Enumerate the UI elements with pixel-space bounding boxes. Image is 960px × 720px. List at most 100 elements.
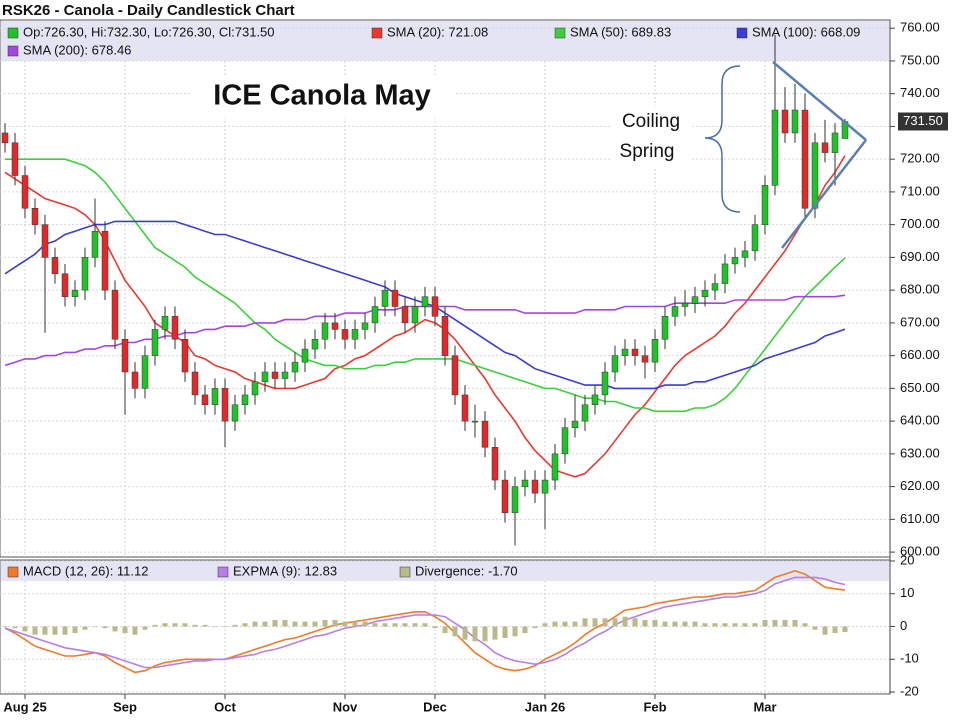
candle-body	[631, 348, 639, 356]
candle-body	[811, 142, 819, 209]
histogram-bar	[312, 621, 318, 627]
annotation-box	[610, 106, 692, 168]
candle-body	[291, 361, 299, 373]
y-tick-label: 680.00	[900, 282, 940, 297]
annotation: ICE Canola May	[213, 80, 431, 112]
histogram-bar	[62, 626, 68, 635]
legend-swatch	[371, 27, 383, 39]
histogram-bar	[142, 626, 148, 630]
histogram-bar	[42, 626, 48, 635]
histogram-bar	[772, 619, 778, 627]
histogram-bar	[302, 621, 308, 627]
histogram-bar	[272, 619, 278, 627]
candle-body	[161, 316, 169, 330]
candle-body	[391, 289, 399, 307]
candle-body	[111, 289, 119, 340]
candle-body	[21, 175, 29, 209]
last-price-label: 731.50	[903, 113, 943, 128]
histogram-bar	[762, 619, 768, 627]
candle-body	[71, 289, 79, 297]
histogram-bar	[452, 626, 458, 637]
candle-body	[1, 132, 9, 144]
y-tick-label: 750.00	[900, 52, 940, 67]
histogram-bar	[532, 626, 538, 629]
candle-body	[581, 404, 589, 422]
candle-body	[781, 109, 789, 134]
candle-body	[661, 316, 669, 340]
histogram-bar	[102, 626, 108, 629]
legend-swatch	[217, 566, 229, 578]
legend-label: SMA (200): 678.46	[23, 42, 131, 57]
x-tick-label: Aug 25	[3, 699, 46, 714]
histogram-bar	[122, 626, 128, 634]
histogram-bar	[712, 623, 718, 627]
candle-body	[321, 322, 329, 340]
candle-body	[211, 388, 219, 405]
candle-body	[621, 348, 629, 356]
candle-body	[451, 355, 459, 396]
candle-body	[341, 329, 349, 340]
y-tick-label: 670.00	[900, 314, 940, 329]
series-line	[5, 158, 846, 413]
histogram-bar	[572, 621, 578, 627]
histogram-bar	[342, 621, 348, 627]
histogram-bar	[2, 626, 8, 628]
y-tick-label: 600.00	[900, 544, 940, 559]
candle-body	[81, 257, 89, 291]
candle-body	[181, 339, 189, 373]
histogram-bar	[442, 626, 448, 634]
triangle-line	[772, 61, 867, 141]
histogram-bar	[202, 624, 208, 627]
histogram-bar	[632, 618, 638, 627]
candle-body	[241, 394, 249, 405]
histogram-bar	[262, 621, 268, 627]
candle-body	[791, 109, 799, 134]
histogram-bar	[842, 626, 848, 633]
last-price-tag	[898, 112, 948, 131]
histogram-bar	[472, 626, 478, 642]
y-tick-label: 0	[900, 618, 907, 633]
candle-body	[531, 479, 539, 494]
histogram-bar	[802, 623, 808, 627]
candle-body	[721, 263, 729, 284]
y-tick-label: -10	[900, 651, 919, 666]
legend-label: Divergence: -1.70	[415, 563, 518, 578]
y-tick-label: 660.00	[900, 347, 940, 362]
candle-body	[691, 296, 699, 304]
candle-body	[131, 371, 139, 389]
y-tick-label: 640.00	[900, 413, 940, 428]
histogram-bar	[282, 619, 288, 627]
histogram-bar	[292, 621, 298, 627]
candle-body	[141, 355, 149, 389]
histogram-bar	[242, 623, 248, 627]
histogram-bar	[222, 626, 228, 628]
candle-body	[51, 257, 59, 275]
histogram-bar	[182, 623, 188, 627]
candle-body	[271, 371, 279, 379]
y-tick-label: 700.00	[900, 216, 940, 231]
histogram-bar	[162, 623, 168, 627]
candle-body	[821, 142, 829, 153]
candle-body	[41, 224, 49, 258]
candle-body	[101, 230, 109, 291]
chart-title: RSK26 - Canola - Daily Candlestick Chart	[2, 2, 295, 19]
histogram-bar	[552, 621, 558, 627]
histogram-bar	[832, 626, 838, 634]
histogram-bar	[672, 621, 678, 627]
histogram-bar	[252, 621, 258, 627]
candle-body	[471, 420, 479, 423]
legend-swatch	[7, 566, 19, 578]
histogram-bar	[192, 624, 198, 627]
histogram-bar	[462, 626, 468, 640]
candle-body	[361, 322, 369, 330]
triangle-line	[781, 139, 867, 249]
y-tick-label: 740.00	[900, 85, 940, 100]
histogram-bar	[412, 623, 418, 627]
candle-body	[331, 322, 339, 330]
histogram-bar	[652, 619, 658, 627]
candle-body	[541, 479, 549, 494]
histogram-bar	[742, 623, 748, 627]
histogram-bar	[622, 616, 628, 627]
y-tick-label: 20	[900, 552, 914, 567]
histogram-bar	[602, 618, 608, 627]
